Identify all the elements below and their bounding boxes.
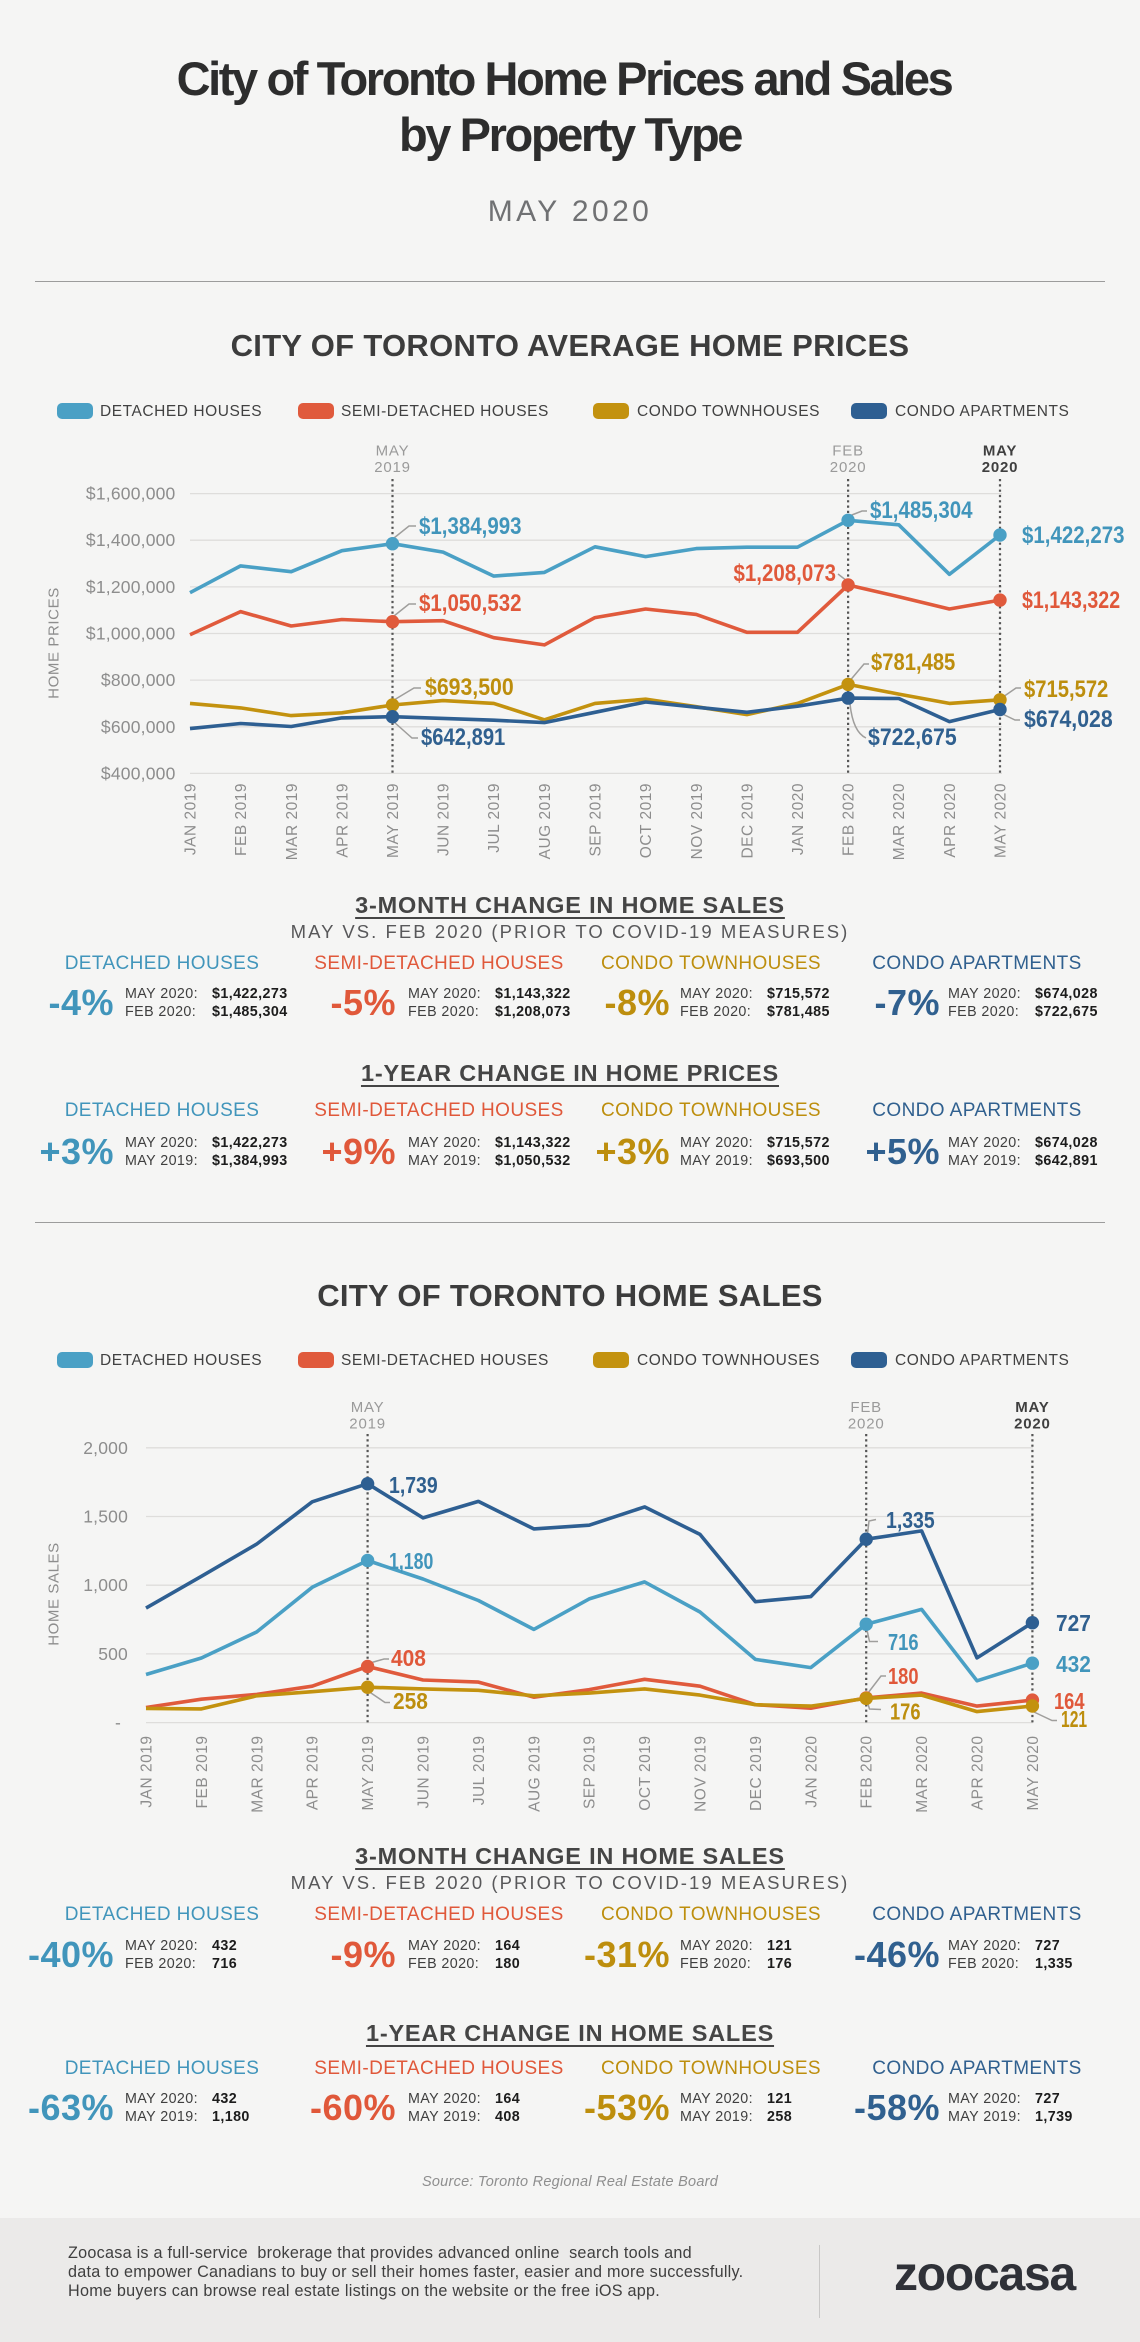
svg-text:1,739: 1,739 [389,1472,438,1498]
svg-text:FEB 2019: FEB 2019 [194,1736,211,1809]
svg-text:APR 2019: APR 2019 [334,783,351,858]
svg-text:121: 121 [1061,1706,1087,1732]
svg-text:$781,485: $781,485 [871,649,955,676]
svg-text:MAY 2020: MAY 2020 [993,783,1010,858]
svg-text:$693,500: $693,500 [425,674,514,701]
svg-text:APR 2020: APR 2020 [970,1736,987,1811]
svg-text:$400,000: $400,000 [101,763,176,783]
svg-text:FEB 2020: FEB 2020 [859,1736,876,1809]
svg-text:JUN 2019: JUN 2019 [416,1736,433,1809]
svg-text:AUG 2019: AUG 2019 [526,1736,543,1812]
svg-text:MAR 2019: MAR 2019 [284,783,301,860]
svg-text:AUG 2019: AUG 2019 [537,783,554,859]
svg-text:$1,200,000: $1,200,000 [86,577,176,597]
svg-text:716: 716 [888,1629,919,1655]
svg-text:$1,208,073: $1,208,073 [734,560,837,587]
svg-text:HOME SALES: HOME SALES [46,1542,63,1646]
svg-text:$1,600,000: $1,600,000 [86,484,176,504]
svg-text:727: 727 [1056,1610,1091,1636]
svg-text:$1,050,532: $1,050,532 [419,590,522,617]
svg-text:OCT 2019: OCT 2019 [637,1736,654,1811]
svg-text:JAN 2020: JAN 2020 [803,1736,820,1808]
svg-text:$1,384,993: $1,384,993 [419,513,522,540]
svg-text:2,000: 2,000 [83,1438,128,1458]
svg-text:$715,572: $715,572 [1024,676,1108,703]
svg-text:258: 258 [393,1688,428,1714]
svg-text:HOME PRICES: HOME PRICES [46,587,63,699]
svg-text:DEC 2019: DEC 2019 [739,783,756,859]
svg-text:1,500: 1,500 [83,1507,128,1527]
svg-text:$1,422,273: $1,422,273 [1022,522,1125,549]
svg-text:NOV 2019: NOV 2019 [693,1736,710,1812]
svg-text:500: 500 [98,1644,128,1664]
svg-text:$1,000,000: $1,000,000 [86,624,176,644]
svg-text:OCT 2019: OCT 2019 [638,783,655,858]
svg-text:164: 164 [1054,1688,1085,1714]
svg-text:408: 408 [391,1645,426,1671]
svg-text:DEC 2019: DEC 2019 [748,1736,765,1812]
svg-text:1,000: 1,000 [83,1575,128,1595]
svg-text:MAR 2020: MAR 2020 [914,1736,931,1813]
svg-text:$600,000: $600,000 [101,717,176,737]
svg-text:$722,675: $722,675 [868,724,957,751]
svg-text:$1,143,322: $1,143,322 [1022,587,1120,614]
svg-text:MAR 2020: MAR 2020 [891,783,908,860]
svg-text:MAR 2019: MAR 2019 [249,1736,266,1813]
svg-text:-: - [115,1713,121,1733]
svg-text:JAN 2019: JAN 2019 [139,1736,156,1808]
svg-text:SEP 2019: SEP 2019 [588,783,605,857]
svg-text:JAN 2020: JAN 2020 [790,783,807,855]
svg-text:JAN 2019: JAN 2019 [183,783,200,855]
svg-text:$642,891: $642,891 [421,724,505,751]
svg-text:$1,400,000: $1,400,000 [86,530,176,550]
svg-text:$800,000: $800,000 [101,670,176,690]
svg-text:MAY 2019: MAY 2019 [385,783,402,858]
svg-text:MAY 2020: MAY 2020 [1025,1736,1042,1811]
svg-text:FEB 2020: FEB 2020 [841,783,858,856]
svg-text:FEB 2019: FEB 2019 [233,783,250,856]
svg-text:SEP 2019: SEP 2019 [582,1736,599,1810]
svg-text:APR 2020: APR 2020 [942,783,959,858]
svg-text:$1,485,304: $1,485,304 [870,497,973,524]
svg-text:432: 432 [1056,1651,1091,1677]
svg-text:NOV 2019: NOV 2019 [689,783,706,859]
svg-text:APR 2019: APR 2019 [305,1736,322,1811]
svg-text:$674,028: $674,028 [1024,706,1113,733]
svg-text:180: 180 [888,1663,919,1689]
svg-text:JUL 2019: JUL 2019 [486,783,503,853]
svg-text:176: 176 [890,1699,921,1725]
svg-text:JUL 2019: JUL 2019 [471,1736,488,1806]
svg-text:MAY 2019: MAY 2019 [360,1736,377,1811]
svg-text:JUN 2019: JUN 2019 [436,783,453,856]
svg-text:1,335: 1,335 [886,1507,935,1533]
svg-text:1,180: 1,180 [389,1548,433,1574]
